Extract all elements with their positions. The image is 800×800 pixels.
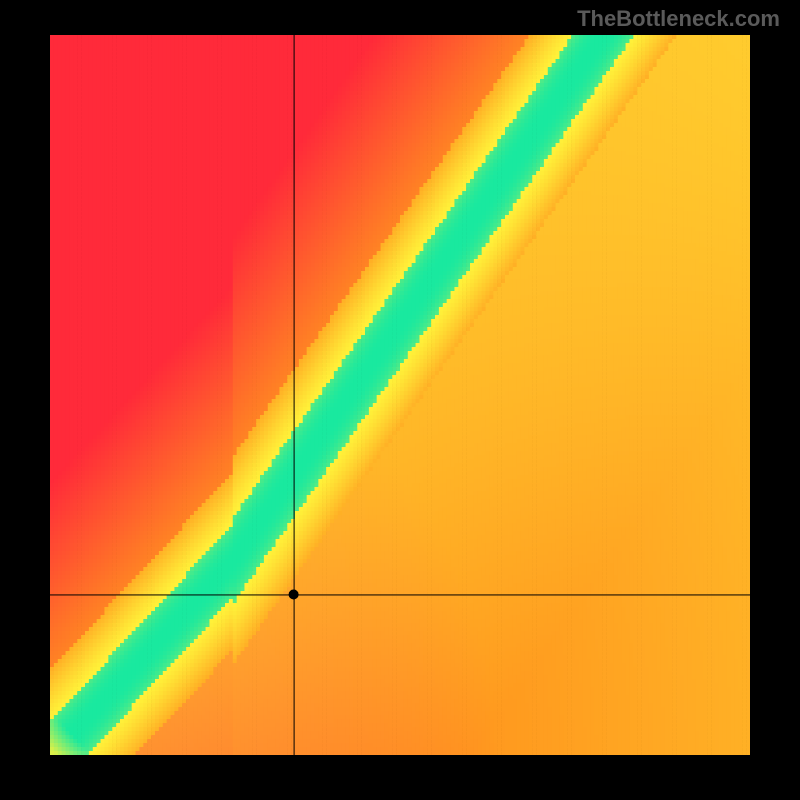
watermark-text: TheBottleneck.com: [577, 6, 780, 32]
heatmap-canvas: [50, 35, 750, 755]
plot-area: [50, 35, 750, 755]
root-container: TheBottleneck.com: [0, 0, 800, 800]
